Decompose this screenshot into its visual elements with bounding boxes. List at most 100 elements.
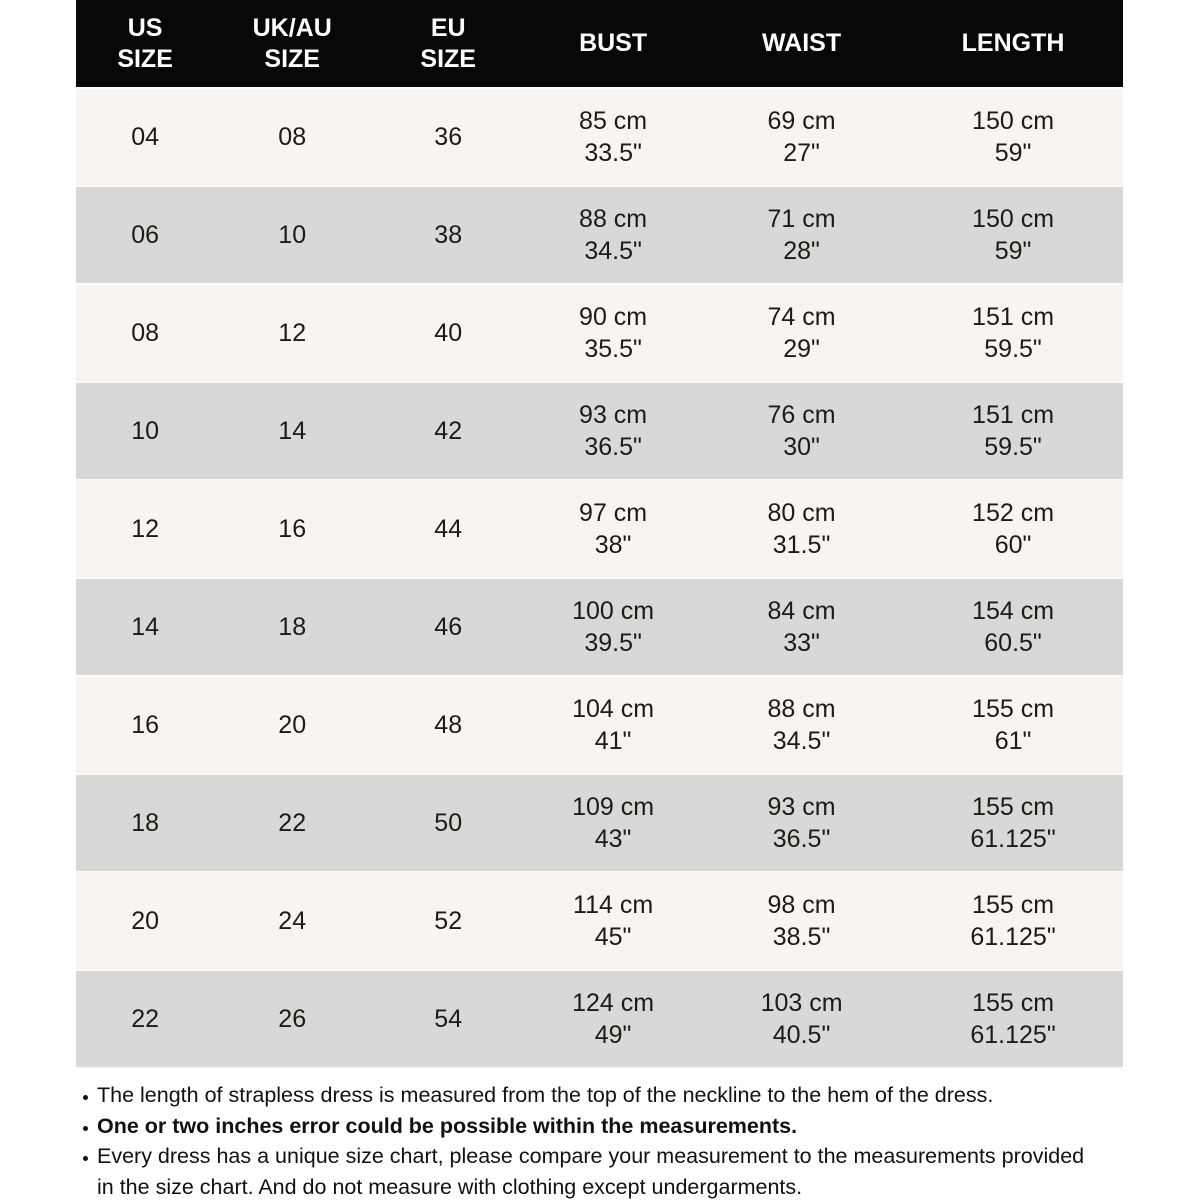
cell-uk-au-size: 22	[214, 775, 370, 871]
cell-value: 71 cm	[767, 205, 836, 233]
cell-uk-au-size: 18	[214, 579, 370, 675]
cell-value: 46	[434, 613, 463, 641]
cell-length: 152 cm 60"	[903, 481, 1123, 577]
cell-value: 45"	[594, 923, 632, 951]
table-body: 04 08 36 85 cm 33.5" 69 cm 27" 150 cm 59" 06 10 38 8…	[76, 89, 1123, 1069]
cell-value: 16	[278, 515, 307, 543]
cell-value: 61.125"	[970, 825, 1056, 853]
cell-value: 36	[434, 123, 463, 151]
header-cell-line: EU	[430, 13, 466, 42]
cell-length: 154 cm 60.5"	[903, 579, 1123, 675]
cell-value: 06	[131, 221, 159, 249]
cell-value: 114 cm	[573, 891, 654, 919]
cell-waist: 80 cm 31.5"	[700, 481, 903, 577]
cell-uk-au-size: 20	[214, 677, 370, 773]
cell-value: 60.5"	[984, 629, 1042, 657]
footnote: One or two inches error could be possibl…	[80, 1111, 1104, 1142]
cell-value: 12	[278, 319, 307, 347]
cell-uk-au-size: 08	[214, 89, 370, 185]
cell-value: 98 cm	[767, 891, 836, 919]
cell-waist: 103 cm 40.5"	[700, 971, 903, 1067]
header-cell-line: SIZE	[420, 44, 476, 73]
cell-eu-size: 44	[370, 481, 526, 577]
cell-value: 90 cm	[579, 303, 648, 331]
header-cell-us-size: US SIZE	[76, 0, 214, 87]
cell-us-size: 18	[76, 775, 214, 871]
cell-value: 44	[434, 515, 463, 543]
table-row-us-06: 06 10 38 88 cm 34.5" 71 cm 28" 150 cm 59"	[76, 187, 1123, 285]
cell-value: 104 cm	[572, 695, 655, 723]
cell-value: 22	[278, 809, 307, 837]
table-row-us-16: 16 20 48 104 cm 41" 88 cm 34.5" 155 cm 61"	[76, 677, 1123, 775]
cell-value: 155 cm	[972, 891, 1055, 919]
cell-value: 33.5"	[584, 139, 642, 167]
cell-us-size: 22	[76, 971, 214, 1067]
cell-waist: 88 cm 34.5"	[700, 677, 903, 773]
cell-value: 50	[434, 809, 463, 837]
table-row-us-20: 20 24 52 114 cm 45" 98 cm 38.5" 155 cm 61.125"	[76, 873, 1123, 971]
cell-value: 12	[131, 515, 159, 543]
cell-bust: 90 cm 35.5"	[526, 285, 700, 381]
cell-value: 88 cm	[579, 205, 648, 233]
cell-us-size: 20	[76, 873, 214, 969]
header-cell-line: BUST	[579, 29, 648, 57]
header-cell-line: UK/AU	[252, 13, 332, 42]
cell-waist: 98 cm 38.5"	[700, 873, 903, 969]
header-cell-line: SIZE	[117, 44, 173, 73]
table-row-us-18: 18 22 50 109 cm 43" 93 cm 36.5" 155 cm 61.125"	[76, 775, 1123, 873]
cell-value: 103 cm	[760, 989, 843, 1017]
cell-value: 150 cm	[972, 205, 1055, 233]
cell-waist: 74 cm 29"	[700, 285, 903, 381]
header-cell-bust: BUST	[526, 0, 700, 87]
cell-value: 152 cm	[972, 499, 1055, 527]
cell-value: 59"	[994, 139, 1032, 167]
cell-value: 10	[278, 221, 307, 249]
cell-value: 34.5"	[584, 237, 642, 265]
bullet-dot-icon	[83, 1095, 88, 1100]
cell-length: 155 cm 61.125"	[903, 873, 1123, 969]
cell-value: 40.5"	[772, 1021, 831, 1049]
cell-value: 49"	[594, 1021, 632, 1049]
cell-uk-au-size: 10	[214, 187, 370, 283]
header-cell-line: SIZE	[264, 44, 320, 73]
cell-uk-au-size: 16	[214, 481, 370, 577]
cell-value: 54	[434, 1005, 463, 1033]
footnote-text: One or two inches error could be possibl…	[97, 1113, 798, 1138]
cell-value: 109 cm	[572, 793, 655, 821]
cell-value: 34.5"	[772, 727, 831, 755]
cell-value: 155 cm	[972, 695, 1055, 723]
cell-value: 41"	[594, 727, 632, 755]
cell-value: 69 cm	[767, 107, 836, 135]
cell-length: 155 cm 61.125"	[903, 971, 1123, 1067]
cell-us-size: 06	[76, 187, 214, 283]
footnote: The length of strapless dress is measure…	[80, 1080, 1104, 1111]
cell-value: 26	[278, 1005, 307, 1033]
size-chart-table: US SIZE UK/AU SIZE EU SIZE BUST WAIST LENGTH 04 0…	[76, 0, 1123, 1069]
header-cell-line: US	[127, 13, 163, 42]
footnote: Every dress has a unique size chart, ple…	[80, 1141, 1104, 1202]
cell-value: 28"	[783, 237, 820, 265]
cell-value: 35.5"	[584, 335, 642, 363]
table-row-us-12: 12 16 44 97 cm 38" 80 cm 31.5" 152 cm 60"	[76, 481, 1123, 579]
cell-uk-au-size: 14	[214, 383, 370, 479]
cell-bust: 100 cm 39.5"	[526, 579, 700, 675]
cell-eu-size: 50	[370, 775, 526, 871]
cell-value: 59"	[994, 237, 1032, 265]
cell-value: 61.125"	[970, 1021, 1056, 1049]
cell-value: 93 cm	[579, 401, 648, 429]
cell-waist: 93 cm 36.5"	[700, 775, 903, 871]
cell-bust: 114 cm 45"	[526, 873, 700, 969]
cell-bust: 85 cm 33.5"	[526, 89, 700, 185]
table-header-row: US SIZE UK/AU SIZE EU SIZE BUST WAIST LENGTH	[76, 0, 1123, 89]
cell-value: 97 cm	[579, 499, 648, 527]
cell-value: 150 cm	[972, 107, 1055, 135]
cell-value: 20	[278, 711, 307, 739]
cell-value: 36.5"	[584, 433, 642, 461]
cell-value: 40	[434, 319, 463, 347]
cell-length: 151 cm 59.5"	[903, 383, 1123, 479]
cell-value: 84 cm	[767, 597, 836, 625]
cell-eu-size: 36	[370, 89, 526, 185]
cell-waist: 76 cm 30"	[700, 383, 903, 479]
footnote-text: The length of strapless dress is measure…	[97, 1083, 994, 1107]
table-row-us-22: 22 26 54 124 cm 49" 103 cm 40.5" 155 cm 61.125"	[76, 971, 1123, 1069]
